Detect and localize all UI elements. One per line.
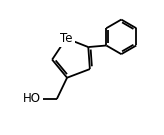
Text: Te: Te: [60, 32, 72, 45]
Text: HO: HO: [23, 92, 41, 105]
